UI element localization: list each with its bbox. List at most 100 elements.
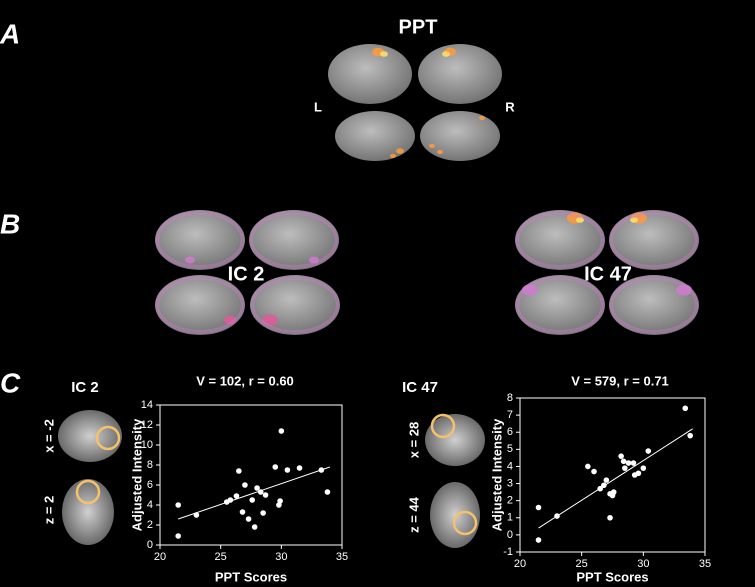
hemisphere-label: L	[314, 99, 322, 114]
data-point	[603, 477, 610, 483]
activation	[309, 256, 319, 264]
panel-label: B	[0, 208, 20, 239]
data-point	[597, 485, 603, 492]
data-point	[554, 513, 560, 519]
data-point	[601, 482, 607, 489]
x-tick-label: 20	[154, 551, 166, 563]
x-tick-label: 30	[275, 551, 287, 563]
data-point	[239, 509, 246, 515]
data-point	[242, 482, 248, 488]
data-point	[607, 514, 613, 521]
y-tick-label: 4	[507, 460, 513, 472]
panel-label: C	[0, 367, 21, 398]
chart-title: V = 102, r = 0.60	[196, 373, 294, 388]
data-point	[260, 510, 266, 516]
activation	[429, 143, 435, 149]
hemisphere-label: R	[505, 99, 515, 114]
activation	[262, 314, 278, 326]
y-tick-label: 5	[507, 443, 513, 455]
y-tick-label: 6	[507, 426, 513, 438]
y-tick-label: 0	[507, 529, 513, 541]
y-tick-label: 8	[147, 459, 153, 471]
data-point	[318, 467, 325, 473]
data-point	[622, 465, 628, 471]
y-tick-label: 2	[147, 519, 153, 531]
data-point	[635, 470, 642, 477]
trend-line	[178, 466, 331, 520]
data-point	[284, 467, 291, 473]
activation	[576, 217, 584, 223]
data-point	[257, 489, 264, 495]
y-axis-label: Adjusted Intensity	[129, 418, 144, 531]
slice-label: x = 28	[406, 422, 421, 459]
brain	[515, 210, 605, 270]
data-point	[535, 537, 542, 543]
panel-label: A	[0, 18, 20, 49]
slice-label: z = 44	[406, 496, 421, 533]
activation	[185, 256, 195, 264]
x-tick-label: 25	[576, 558, 588, 570]
activation	[396, 148, 404, 154]
data-point	[535, 504, 542, 511]
x-tick-label: 35	[336, 551, 348, 563]
activation	[442, 51, 450, 57]
data-point	[233, 493, 240, 499]
activation	[380, 51, 388, 57]
data-point	[625, 460, 632, 466]
component-label: IC 2	[228, 263, 265, 285]
mri-slice	[425, 414, 485, 466]
y-tick-label: 8	[507, 392, 513, 404]
data-point	[324, 489, 331, 495]
x-tick-label: 20	[514, 558, 526, 570]
activation-halo	[515, 276, 605, 334]
roi-circle	[430, 413, 456, 439]
activation	[522, 284, 538, 296]
data-point	[620, 458, 627, 465]
brain	[335, 111, 415, 161]
component-label: IC 47	[584, 263, 632, 285]
slice-label: z = 2	[41, 496, 56, 525]
data-point	[585, 463, 591, 470]
activation-halo	[515, 211, 605, 269]
data-point	[262, 492, 269, 498]
mri-slice	[58, 410, 122, 462]
component-heading: IC 47	[402, 379, 438, 396]
brain	[420, 111, 500, 161]
y-tick-label: -1	[503, 546, 513, 558]
data-point	[272, 464, 279, 470]
roi-circle	[95, 425, 121, 451]
roi-circle	[452, 510, 478, 536]
data-point	[591, 468, 597, 475]
data-point	[645, 448, 652, 454]
activation	[390, 153, 396, 159]
y-tick-label: 14	[141, 399, 153, 411]
data-point	[277, 498, 283, 504]
y-tick-label: 0	[147, 539, 153, 551]
data-point	[640, 465, 647, 471]
x-tick-label: 25	[215, 551, 227, 563]
brain-renderings	[58, 44, 699, 548]
x-tick-label: 30	[637, 558, 649, 570]
activation	[224, 315, 236, 325]
y-tick-label: 7	[507, 409, 513, 421]
data-point	[175, 502, 181, 508]
y-tick-label: 10	[141, 439, 153, 451]
activation-halo	[609, 211, 699, 269]
activation	[437, 149, 443, 155]
x-tick-label: 35	[699, 558, 711, 570]
activation	[630, 217, 638, 223]
brain	[418, 44, 502, 104]
data-point	[296, 465, 303, 471]
activation	[479, 115, 485, 121]
data-point	[278, 428, 285, 434]
data-point	[630, 460, 637, 466]
brain	[328, 44, 412, 104]
data-point	[175, 533, 181, 539]
x-axis-label: PPT Scores	[576, 569, 648, 584]
data-point	[682, 405, 689, 412]
activation-halo	[609, 276, 699, 334]
brain	[609, 210, 699, 270]
y-tick-label: 1	[507, 512, 513, 524]
mri-slice	[430, 482, 480, 548]
y-tick-label: 6	[147, 479, 153, 491]
